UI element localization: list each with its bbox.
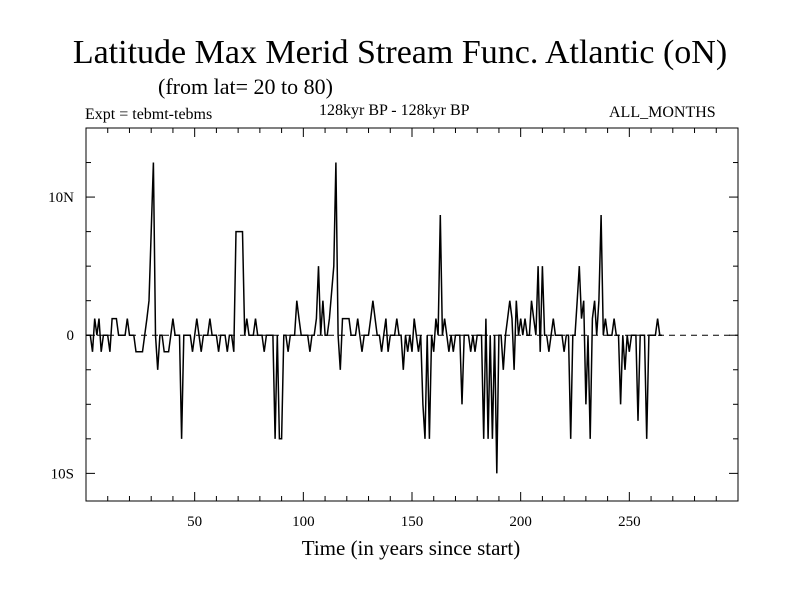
- plot-frame: [85, 127, 739, 502]
- series-group: [86, 162, 662, 474]
- y-tick-label: 10S: [51, 466, 74, 482]
- experiment-label: Expt = tebmt-tebms: [85, 106, 213, 123]
- chart-subtitle: (from lat= 20 to 80): [158, 74, 333, 99]
- chart-title: Latitude Max Merid Stream Func. Atlantic…: [72, 34, 728, 71]
- x-tick-label: 100: [292, 514, 315, 530]
- x-tick-label: 150: [401, 514, 424, 530]
- axis-ticks: [86, 128, 738, 501]
- period-label: 128kyr BP - 128kyr BP: [319, 102, 470, 119]
- months-label: ALL_MONTHS: [609, 104, 716, 121]
- x-tick-label: 200: [509, 514, 532, 530]
- tick-labels: 50 100 150 200 250 10N 0 10S: [48, 190, 640, 530]
- x-axis-label: Time (in years since start): [301, 536, 521, 560]
- x-tick-label: 50: [187, 514, 202, 530]
- x-tick-label: 250: [618, 514, 641, 530]
- series-line: [86, 162, 662, 474]
- y-tick-label: 10N: [48, 190, 74, 206]
- y-tick-label: 0: [67, 328, 75, 344]
